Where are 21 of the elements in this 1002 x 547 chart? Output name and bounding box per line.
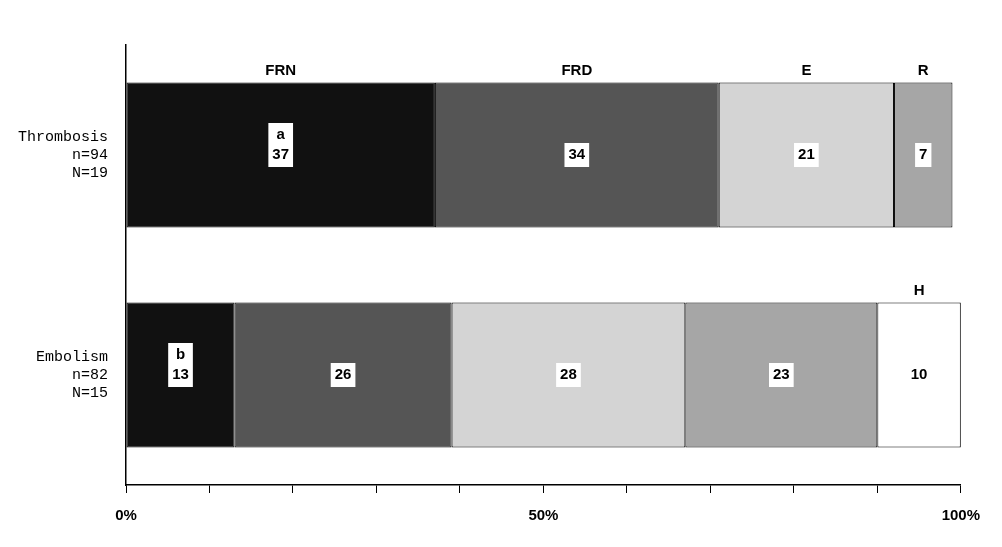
- series-label: H: [913, 280, 925, 298]
- x-tick-label: 50%: [528, 506, 559, 524]
- data-label: 7: [919, 145, 928, 163]
- data-label: 26: [334, 365, 352, 383]
- series-label: E: [801, 60, 812, 78]
- data-label: 21: [798, 145, 815, 163]
- data-label: 10: [910, 365, 928, 383]
- x-tick-label: 100%: [941, 506, 981, 524]
- data-label: 28: [560, 365, 577, 383]
- data-label: 34: [568, 145, 586, 163]
- data-label: 13: [172, 365, 189, 383]
- data-label: 37: [272, 145, 290, 163]
- annotation: a: [276, 125, 286, 143]
- x-tick-label: 0%: [115, 506, 137, 524]
- data-label: 23: [772, 365, 790, 383]
- series-label: FRN: [265, 60, 297, 78]
- y-tick-label: Embolism n=82 N=15: [36, 348, 109, 402]
- y-tick-label: Thrombosis n=94 N=19: [18, 128, 109, 182]
- series-label: R: [917, 60, 929, 78]
- annotation: b: [175, 345, 186, 363]
- series-label: FRD: [561, 60, 593, 78]
